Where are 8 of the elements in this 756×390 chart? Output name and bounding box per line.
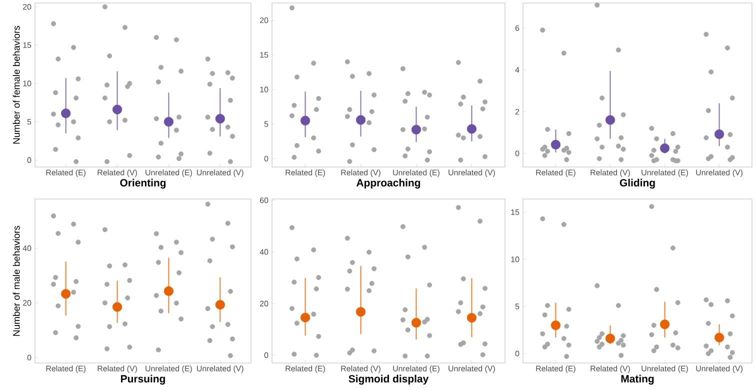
x-axis-title: Sigmoid display bbox=[348, 374, 429, 385]
x-axis-title: Orienting bbox=[120, 178, 166, 189]
y-axis-title: Number of male behaviors bbox=[12, 226, 20, 336]
y-axis-title: Number of female behaviors bbox=[12, 26, 20, 144]
x-axis-title: Gliding bbox=[620, 178, 655, 189]
x-axis-title: Pursuing bbox=[121, 374, 165, 385]
x-axis-title: Approaching bbox=[356, 178, 420, 189]
x-axis-title: Mating bbox=[621, 374, 654, 385]
